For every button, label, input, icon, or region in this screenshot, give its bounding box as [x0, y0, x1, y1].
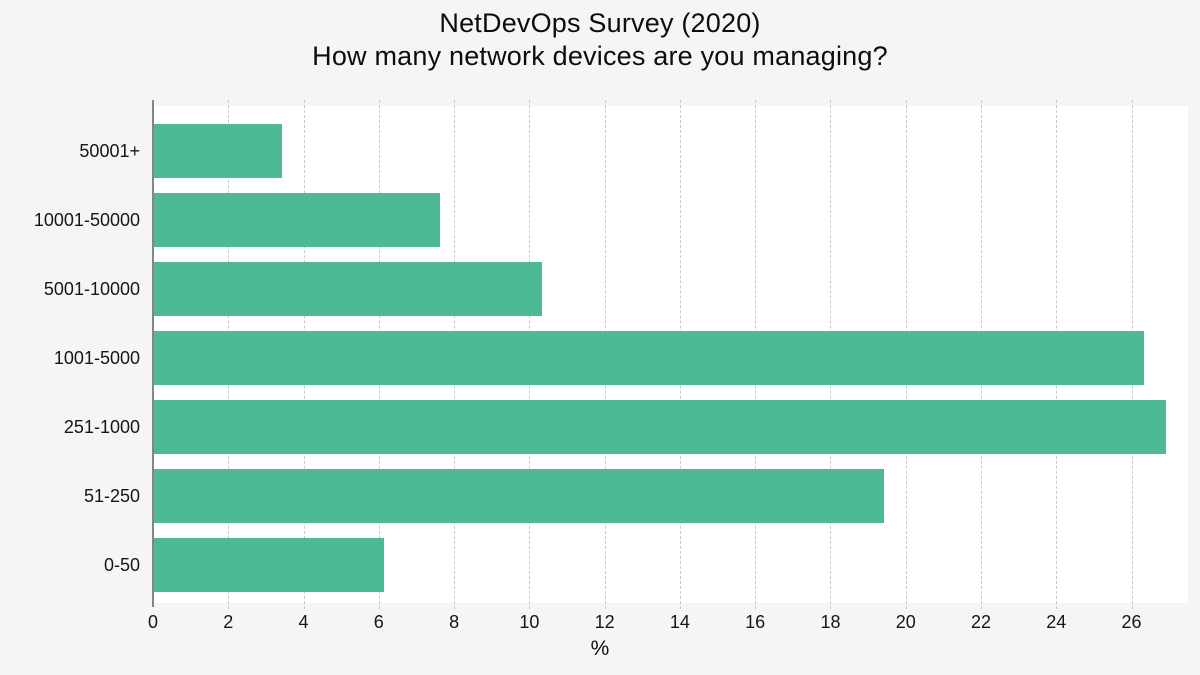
y-tick-label: 251-1000	[63, 417, 140, 437]
x-tick-label: 14	[669, 612, 690, 632]
x-tick-label: 18	[820, 612, 841, 632]
bar-0-50	[154, 538, 384, 592]
x-tick-label: 22	[970, 612, 992, 632]
y-tick-label: 0-50	[103, 555, 140, 575]
y-axis-spine	[152, 100, 154, 607]
chart-title: NetDevOps Survey (2020)	[439, 8, 761, 38]
bar-50001+	[154, 124, 282, 178]
y-tick-label: 51-250	[83, 486, 140, 506]
y-tick-label: 10001-50000	[33, 210, 140, 230]
y-tick-label: 1001-5000	[53, 348, 140, 368]
bar-51-250	[154, 469, 885, 523]
x-tick-label: 6	[373, 612, 384, 632]
bar-10001-50000	[154, 193, 441, 247]
x-tick-label: 24	[1046, 612, 1067, 632]
x-tick-label: 26	[1121, 612, 1142, 632]
x-tick-label: 12	[594, 612, 615, 632]
bar-1001-5000	[154, 331, 1144, 385]
chart-subtitle: How many network devices are you managin…	[312, 41, 888, 71]
x-tick-label: 20	[895, 612, 916, 632]
y-tick-label: 5001-10000	[43, 279, 140, 299]
bar-5001-10000	[154, 262, 542, 316]
bar-251-1000	[154, 400, 1167, 454]
x-tick-label: 0	[147, 612, 158, 632]
x-tick-label: 10	[519, 612, 540, 632]
x-tick-label: 2	[223, 612, 234, 632]
y-tick-label: 50001+	[79, 141, 140, 161]
x-tick-label: 8	[449, 612, 460, 632]
x-tick-label: 4	[298, 612, 309, 632]
x-axis-title: %	[590, 637, 610, 660]
x-tick-label: 16	[745, 612, 766, 632]
